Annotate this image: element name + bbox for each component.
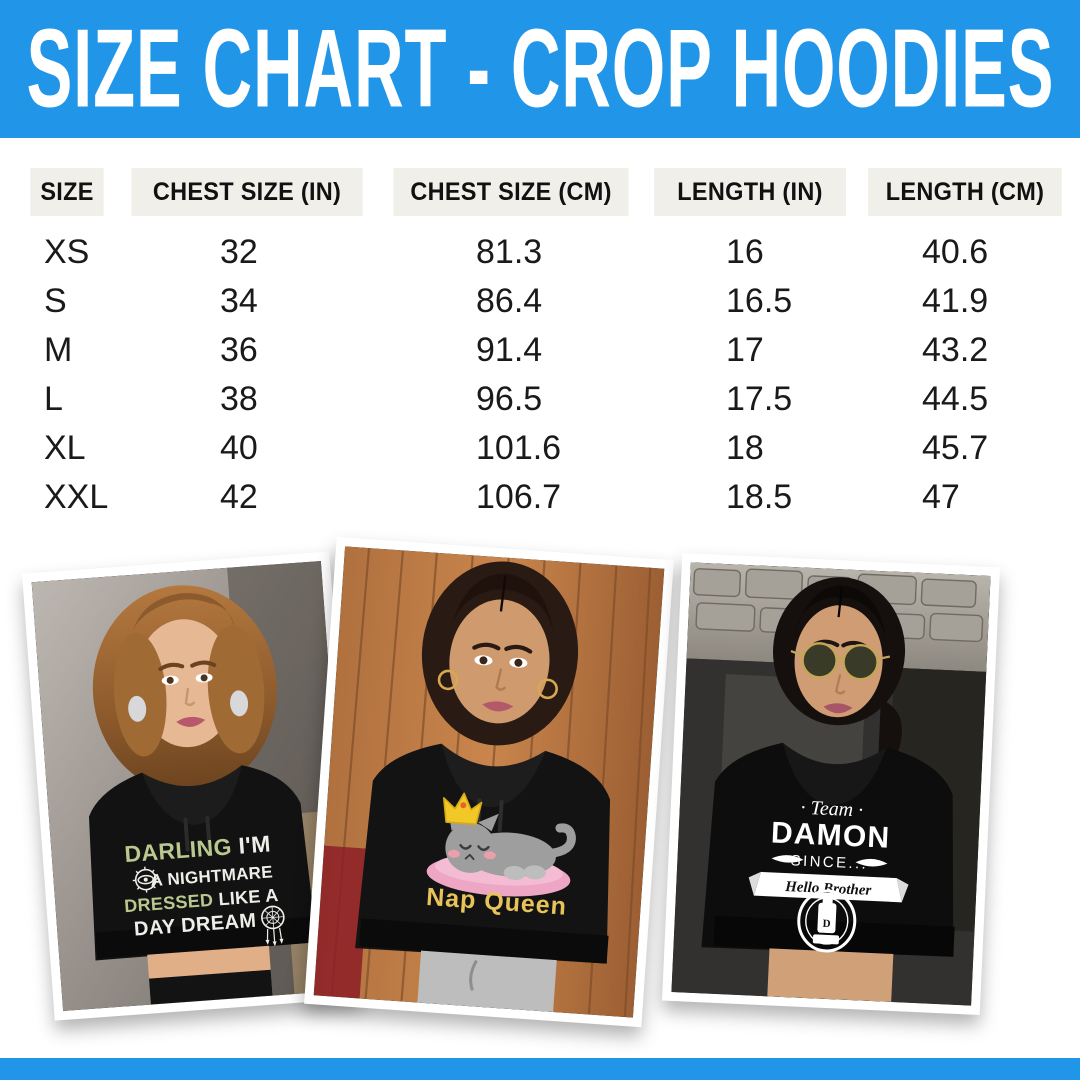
table-row: XS 32 81.3 16 40.6 — [0, 228, 1080, 277]
cell-chest-cm: 106.7 — [476, 478, 562, 516]
footer-bar — [0, 1058, 1080, 1080]
cell-chest-in: 36 — [220, 331, 258, 369]
cell-size: M — [44, 331, 73, 369]
column-header-size: SIZE — [30, 168, 104, 216]
table-header-row: SIZE CHEST SIZE (IN) CHEST SIZE (CM) LEN… — [0, 168, 1080, 228]
photo-darling-nightmare: DARLING I'M A NIGHTMARE DRESSED LIKE A D… — [31, 560, 353, 1012]
svg-text:Hello Brother: Hello Brother — [784, 879, 872, 899]
table-row: S 34 86.4 16.5 41.9 — [0, 277, 1080, 326]
cell-size: L — [44, 380, 63, 418]
cell-chest-cm: 96.5 — [476, 380, 543, 418]
cell-chest-cm: 86.4 — [476, 282, 543, 320]
cell-length-in: 17 — [726, 331, 764, 369]
cell-length-in: 17.5 — [726, 380, 793, 418]
cell-chest-in: 40 — [220, 429, 258, 467]
cell-length-cm: 47 — [922, 478, 960, 516]
cell-length-in: 18 — [726, 429, 764, 467]
cell-size: S — [44, 282, 67, 320]
photo-nap-queen: Nap Queen — [313, 546, 665, 1018]
cell-length-cm: 44.5 — [922, 380, 989, 418]
cell-length-cm: 43.2 — [922, 331, 989, 369]
cell-length-in: 16.5 — [726, 282, 793, 320]
svg-text:DAMON: DAMON — [770, 816, 891, 854]
svg-text:· Team ·: · Team · — [800, 797, 864, 822]
cell-size: XXL — [44, 478, 109, 516]
column-header-chest-cm: CHEST SIZE (CM) — [393, 168, 629, 216]
cell-length-in: 18.5 — [726, 478, 793, 516]
product-photo-card-2[interactable]: Nap Queen — [304, 536, 674, 1028]
cell-chest-in: 34 — [220, 282, 258, 320]
product-photo-strip: DARLING I'M A NIGHTMARE DRESSED LIKE A D… — [0, 536, 1080, 1060]
column-header-length-cm: LENGTH (CM) — [868, 168, 1062, 216]
cell-chest-in: 32 — [220, 233, 258, 271]
product-photo-card-3[interactable]: · Team · DAMON SINCE... Hello Brother — [662, 553, 1000, 1015]
table-row: XL 40 101.6 18 45.7 — [0, 424, 1080, 473]
cell-length-in: 16 — [726, 233, 764, 271]
svg-text:SINCE...: SINCE... — [790, 852, 868, 873]
table-row: XXL 42 106.7 18.5 47 — [0, 473, 1080, 522]
cell-chest-in: 38 — [220, 380, 258, 418]
cell-chest-cm: 91.4 — [476, 331, 543, 369]
cell-length-cm: 40.6 — [922, 233, 989, 271]
size-chart-table: SIZE CHEST SIZE (IN) CHEST SIZE (CM) LEN… — [0, 168, 1080, 522]
cell-chest-cm: 101.6 — [476, 429, 562, 467]
svg-text:D: D — [822, 918, 831, 930]
cell-chest-in: 42 — [220, 478, 258, 516]
svg-text:DARLING I'M: DARLING I'M — [124, 830, 272, 867]
cell-length-cm: 41.9 — [922, 282, 989, 320]
table-row: M 36 91.4 17 43.2 — [0, 326, 1080, 375]
table-row: L 38 96.5 17.5 44.5 — [0, 375, 1080, 424]
page-title: SIZE CHART - CROP HOODIES — [26, 6, 1054, 132]
cell-size: XL — [44, 429, 86, 467]
column-header-chest-in: CHEST SIZE (IN) — [131, 168, 363, 216]
cell-size: XS — [44, 233, 90, 271]
column-header-length-in: LENGTH (IN) — [654, 168, 846, 216]
cell-chest-cm: 81.3 — [476, 233, 543, 271]
photo-team-damon: · Team · DAMON SINCE... Hello Brother — [671, 562, 991, 1006]
header-banner: SIZE CHART - CROP HOODIES — [0, 0, 1080, 138]
cell-length-cm: 45.7 — [922, 429, 989, 467]
